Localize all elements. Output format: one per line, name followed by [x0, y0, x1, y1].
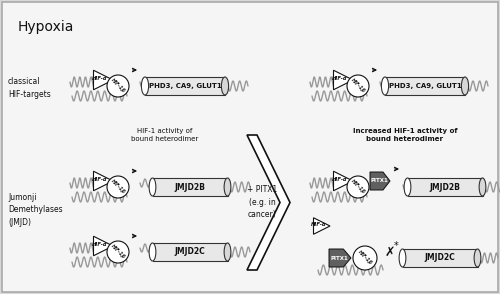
- Text: *: *: [394, 241, 398, 251]
- Polygon shape: [94, 236, 113, 256]
- Text: Increased HIF-1 activity of
bound heterodimer: Increased HIF-1 activity of bound hetero…: [353, 128, 457, 142]
- Text: HIF-α: HIF-α: [92, 76, 108, 81]
- Text: HIF-1β: HIF-1β: [350, 78, 366, 94]
- Polygon shape: [370, 172, 390, 190]
- Ellipse shape: [399, 249, 406, 267]
- Circle shape: [347, 176, 369, 198]
- Text: HIF-1β: HIF-1β: [350, 179, 366, 195]
- Ellipse shape: [404, 178, 411, 196]
- Polygon shape: [94, 171, 113, 191]
- Polygon shape: [334, 171, 353, 191]
- Text: HIF-1β: HIF-1β: [110, 244, 126, 260]
- Ellipse shape: [222, 77, 228, 95]
- Circle shape: [107, 75, 129, 97]
- Text: HIF-1β: HIF-1β: [357, 250, 373, 266]
- Polygon shape: [247, 135, 290, 270]
- Text: JMJD2B: JMJD2B: [430, 183, 460, 191]
- Bar: [145, 77, 225, 95]
- Circle shape: [347, 75, 369, 97]
- Bar: [408, 178, 482, 196]
- Text: HIF-1 activity of
bound heterodimer: HIF-1 activity of bound heterodimer: [132, 128, 198, 142]
- Ellipse shape: [149, 243, 156, 261]
- Text: PHD3, CA9, GLUT1: PHD3, CA9, GLUT1: [148, 83, 222, 89]
- Polygon shape: [94, 70, 113, 90]
- Text: PHD3, CA9, GLUT1: PHD3, CA9, GLUT1: [388, 83, 462, 89]
- Ellipse shape: [224, 243, 231, 261]
- Text: HIF-α: HIF-α: [92, 177, 108, 182]
- Text: PITX1: PITX1: [370, 178, 388, 183]
- Ellipse shape: [149, 178, 156, 196]
- Bar: [152, 243, 228, 261]
- Text: classical
HIF-targets: classical HIF-targets: [8, 77, 51, 99]
- Text: HIF-α: HIF-α: [311, 222, 327, 227]
- Text: ✗: ✗: [385, 245, 395, 258]
- Circle shape: [107, 176, 129, 198]
- Text: HIF-1β: HIF-1β: [110, 179, 126, 195]
- Bar: [152, 178, 228, 196]
- Bar: [402, 249, 477, 267]
- Ellipse shape: [224, 178, 231, 196]
- Polygon shape: [329, 249, 351, 267]
- Ellipse shape: [479, 178, 486, 196]
- Ellipse shape: [142, 77, 148, 95]
- Ellipse shape: [474, 249, 481, 267]
- Circle shape: [353, 246, 377, 270]
- Polygon shape: [314, 218, 330, 234]
- Text: HIF-1β: HIF-1β: [110, 78, 126, 94]
- Text: JMJD2C: JMJD2C: [424, 253, 456, 263]
- Text: JMJD2C: JMJD2C: [174, 248, 206, 256]
- Polygon shape: [334, 70, 353, 90]
- Bar: [385, 77, 465, 95]
- FancyBboxPatch shape: [2, 2, 498, 292]
- Text: Hypoxia: Hypoxia: [18, 20, 74, 34]
- Text: HIF-α: HIF-α: [332, 177, 348, 182]
- Text: PITX1: PITX1: [330, 255, 348, 260]
- Ellipse shape: [382, 77, 388, 95]
- Text: Jumonji
Demethylases
(JMJD): Jumonji Demethylases (JMJD): [8, 193, 62, 227]
- Text: JMJD2B: JMJD2B: [174, 183, 206, 191]
- Text: + PITX1
(e.g. in
cancer): + PITX1 (e.g. in cancer): [247, 186, 277, 220]
- Text: HIF-α: HIF-α: [332, 76, 348, 81]
- Text: HIF-α: HIF-α: [92, 242, 108, 247]
- Circle shape: [107, 241, 129, 263]
- Ellipse shape: [462, 77, 468, 95]
